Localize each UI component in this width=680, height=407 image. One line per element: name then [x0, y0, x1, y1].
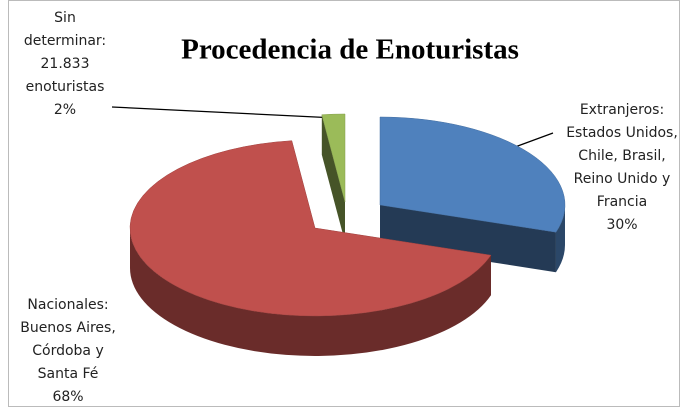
value-label: 30% — [606, 217, 637, 233]
slice-side — [130, 228, 491, 357]
value-label: 68% — [52, 389, 83, 405]
pie-slice — [379, 116, 566, 233]
slice-label: Sin — [54, 10, 76, 26]
pie-slice — [129, 140, 492, 317]
slice-cut-face — [380, 205, 556, 273]
slice-label: Reino Unido y — [574, 171, 671, 187]
slice-label: Estados Unidos, — [566, 125, 678, 141]
slice-label: Santa Fé — [38, 366, 99, 382]
slice-label: Buenos Aires, — [20, 320, 116, 336]
slice-label: Nacionales: — [27, 297, 108, 313]
slice-label: Chile, Brasil, — [578, 148, 665, 164]
slice-cut-face — [321, 114, 345, 242]
slice-side — [555, 205, 565, 273]
slice-label: Córdoba y — [32, 343, 104, 359]
value-label: 2% — [54, 102, 76, 118]
leader-line — [514, 132, 554, 148]
slice-label: Francia — [597, 194, 647, 210]
leader-line — [111, 106, 337, 119]
pie-slice — [321, 113, 346, 203]
slice-label: determinar: — [24, 33, 106, 49]
slice-label: enoturistas — [26, 79, 105, 95]
chart-title: Procedencia de Enoturistas — [181, 34, 519, 66]
slice-label: Extranjeros: — [580, 102, 664, 118]
slice-label: 21.833 — [41, 56, 90, 72]
